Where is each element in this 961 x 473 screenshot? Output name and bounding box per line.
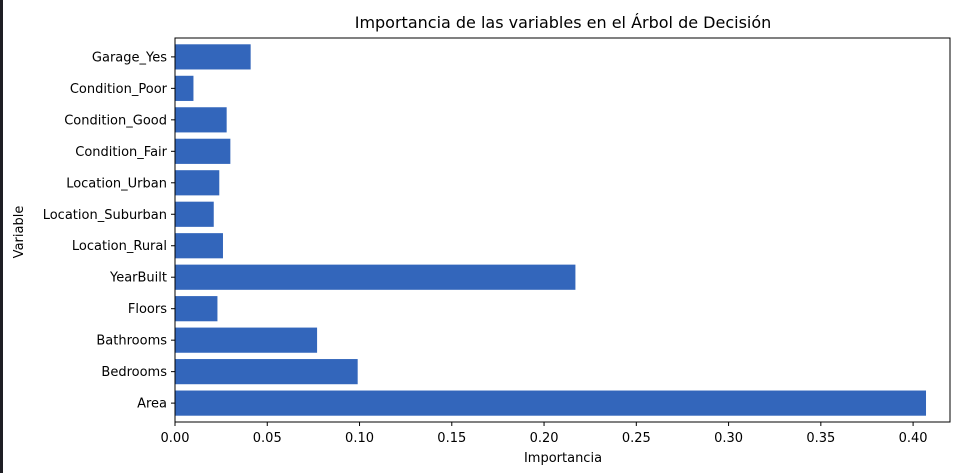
x-tick-label: 0.10 xyxy=(345,431,374,446)
y-tick-label: Area xyxy=(137,397,167,412)
figure: Importancia de las variables en el Árbol… xyxy=(3,0,961,473)
y-tick-label: Bedrooms xyxy=(101,365,167,380)
y-tick-label: Floors xyxy=(128,302,167,317)
bar-location-rural xyxy=(175,233,223,259)
bar-bedrooms xyxy=(175,359,358,385)
y-tick-label: YearBuilt xyxy=(109,271,167,286)
y-tick-label: Garage_Yes xyxy=(92,50,167,65)
bar-area xyxy=(175,390,927,416)
plot-frame xyxy=(174,37,951,423)
x-axis-label: Importancia xyxy=(524,451,602,466)
bar-garage-yes xyxy=(175,44,251,70)
feature-importance-chart: Importancia de las variables en el Árbol… xyxy=(12,13,951,466)
x-tick-label: 0.40 xyxy=(899,431,928,446)
bar-condition-fair xyxy=(175,138,231,164)
y-tick-label: Condition_Fair xyxy=(75,145,167,160)
y-axis-label: Variable xyxy=(12,206,27,259)
x-tick-label: 0.15 xyxy=(437,431,466,446)
bar-yearbuilt xyxy=(175,264,576,290)
bars-group xyxy=(175,44,927,416)
y-tick-label: Condition_Poor xyxy=(70,82,168,97)
y-tick-label: Condition_Good xyxy=(64,113,167,128)
x-tick-label: 0.00 xyxy=(161,431,190,446)
bar-location-urban xyxy=(175,170,220,196)
x-ticks-group: 0.00 0.05 0.10 0.15 0.20 0.25 0.30 0.35 0.40 xyxy=(161,422,928,446)
x-tick-label: 0.05 xyxy=(253,431,282,446)
x-tick-label: 0.35 xyxy=(806,431,835,446)
x-tick-label: 0.30 xyxy=(714,431,743,446)
x-tick-label: 0.25 xyxy=(622,431,651,446)
bar-condition-good xyxy=(175,107,227,133)
chart-title: Importancia de las variables en el Árbol… xyxy=(355,13,772,32)
y-tick-label: Location_Urban xyxy=(66,176,167,191)
y-tick-label: Bathrooms xyxy=(96,334,167,349)
bar-floors xyxy=(175,296,218,322)
bar-location-suburban xyxy=(175,201,214,227)
bar-condition-poor xyxy=(175,75,194,101)
y-tick-label: Location_Suburban xyxy=(43,208,167,223)
y-ticks-group: Area Bedrooms Bathrooms Floors YearBuilt Loca… xyxy=(43,50,175,412)
x-tick-label: 0.20 xyxy=(530,431,559,446)
y-tick-label: Location_Rural xyxy=(72,239,167,254)
bar-bathrooms xyxy=(175,327,318,353)
